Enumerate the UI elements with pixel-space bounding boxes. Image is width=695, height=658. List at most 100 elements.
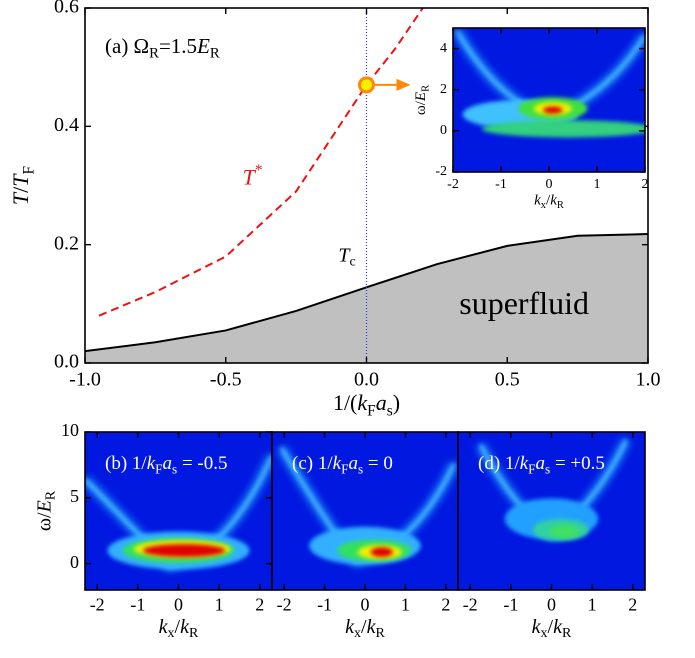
y-tick-label: 0.6 (54, 0, 79, 18)
text-part: R (421, 85, 432, 92)
text-part: ω/ (414, 100, 430, 115)
x-tick-label: 0 (546, 177, 553, 192)
text-part: E (33, 500, 55, 513)
x-axis-label: kx/kR (534, 193, 564, 211)
heatmap (85, 432, 272, 590)
text-part: k (532, 615, 542, 637)
text-part: = +0.5 (550, 453, 605, 474)
x-tick-label: -1 (495, 177, 507, 192)
text-part: k (159, 615, 169, 637)
text-part: R (557, 200, 564, 211)
heatmap-blob (370, 547, 393, 557)
x-tick-label: 1 (588, 594, 597, 614)
text-part: F (367, 402, 376, 419)
series-label: Tc (338, 244, 355, 270)
heatmap-blob (549, 525, 580, 538)
text-part: s (545, 462, 550, 477)
text-part: F (528, 462, 535, 477)
y-tick-label: 2 (440, 82, 447, 97)
line (98, 7, 424, 317)
text-part: = 0 (363, 453, 393, 474)
text-part: k (333, 453, 342, 474)
area-label: superfluid (459, 285, 589, 321)
text-part: x (541, 626, 548, 641)
x-tick-label: 2 (255, 594, 264, 614)
y-tick-label: 4 (440, 41, 447, 56)
text-part: (a) Ω (105, 34, 149, 58)
panel-title: (d) 1/kFas = +0.5 (478, 453, 605, 476)
x-tick-label: -1 (130, 594, 145, 614)
x-tick-label: -2 (447, 177, 459, 192)
marker (358, 76, 375, 94)
y-axis-label: ω/ER (33, 490, 59, 531)
heatmap (272, 432, 458, 590)
text-part: c (349, 255, 355, 270)
x-tick-label: 0 (174, 594, 183, 614)
text-part: k (180, 615, 190, 637)
text-part: R (562, 626, 572, 641)
text-part: x (541, 200, 547, 211)
text-part: F (341, 462, 348, 477)
panel: -2 -1 0 1 2 (457, 431, 646, 614)
x-tick-label: 1.0 (636, 369, 661, 391)
text-part: a (376, 390, 387, 415)
text-part: / (175, 615, 181, 637)
series-label: T* (243, 161, 263, 189)
text-part: k (147, 453, 156, 474)
x-axis-label: kx/kR (345, 615, 385, 641)
x-tick-label: 0.0 (354, 369, 379, 391)
text-part: * (255, 161, 263, 178)
text-part: =1.5 (159, 34, 197, 58)
heatmap-blob (481, 120, 645, 138)
text-part: / (546, 193, 551, 209)
text-part: ω/ (33, 512, 55, 531)
y-axis-label: T/TF (8, 166, 37, 205)
panel: -2 -1 0 1 2 0 5 10 (61, 420, 273, 614)
text-part: s (358, 462, 363, 477)
text-part: / (361, 615, 367, 637)
text-part: k (553, 615, 563, 637)
x-tick-label: -2 (463, 594, 478, 614)
text-part: k (520, 453, 529, 474)
text-part: R (189, 626, 199, 641)
text-part: R (44, 490, 59, 500)
panel: -2 -1 0 1 2 -2 0 2 4 (435, 27, 649, 192)
text-part: = -0.5 (177, 453, 227, 474)
panel: -1.0 -0.5 0.0 0.5 1.0 0.0 0.2 0.4 0.6 (54, 0, 661, 391)
y-tick-label: 0.2 (54, 232, 79, 254)
y-tick-label: 0 (70, 552, 79, 572)
x-tick-label: 0.5 (495, 369, 520, 391)
x-tick-label: 1 (215, 594, 224, 614)
y-tick-label: -2 (435, 164, 447, 179)
heatmap-blob (543, 106, 563, 114)
text-part: k (357, 390, 368, 415)
text-part: x (354, 626, 361, 641)
text-part: k (534, 193, 541, 209)
text-part: s (172, 462, 177, 477)
heatmap (453, 28, 645, 172)
panel-label: (a) ΩR=1.5ER (105, 34, 220, 62)
panel: -2 -1 0 1 2 (271, 431, 459, 614)
text-part: E (196, 34, 210, 58)
text-part: T (8, 173, 33, 187)
y-tick-label: 5 (70, 486, 79, 506)
text-part: T (243, 165, 257, 190)
text-part: x (168, 626, 175, 641)
text-part: / (8, 186, 33, 193)
x-tick-label: 1 (594, 177, 601, 192)
x-tick-label: -1 (503, 594, 518, 614)
text-part: a (536, 453, 546, 474)
text-part: E (414, 92, 430, 102)
text-part: / (548, 615, 554, 637)
text-part: s (387, 402, 393, 419)
y-axis-label: ω/ER (414, 85, 432, 115)
text-part: ) (393, 390, 400, 415)
x-tick-label: 2 (628, 594, 637, 614)
x-tick-label: -2 (277, 594, 292, 614)
x-tick-label: -1 (317, 594, 332, 614)
text-part: R (376, 626, 386, 641)
panel-title: (c) 1/kFas = 0 (292, 453, 393, 476)
heatmap-blob (142, 544, 226, 557)
text-part: (d) 1/ (478, 453, 520, 474)
x-tick-label: -0.5 (210, 369, 242, 391)
